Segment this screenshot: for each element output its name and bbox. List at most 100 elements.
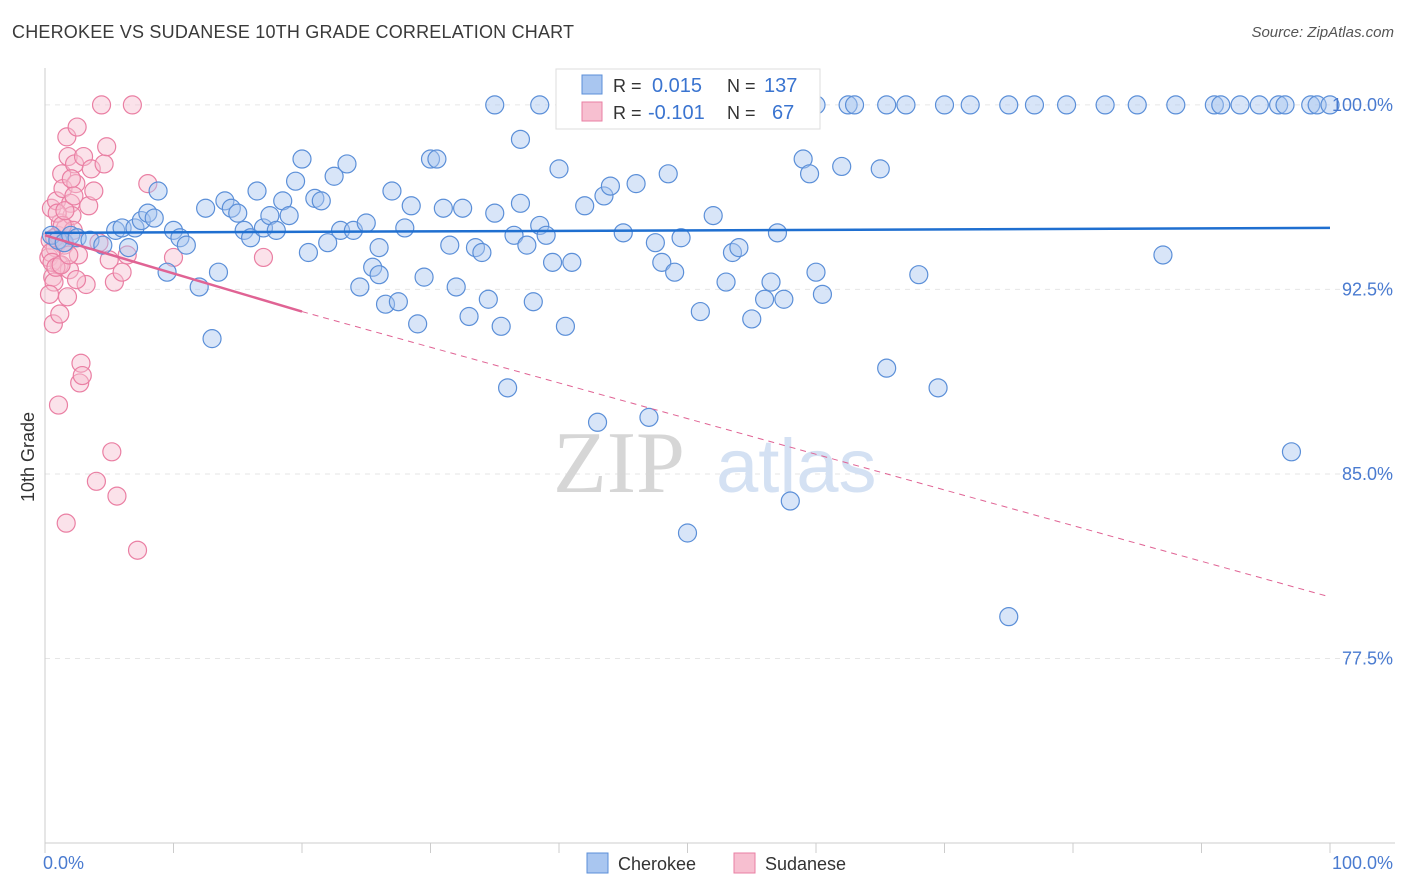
- cherokee-point-42: [337, 154, 357, 174]
- cherokee-point-71: [523, 292, 543, 312]
- cherokee-point-23: [215, 191, 235, 211]
- cherokee-point-137: [1024, 95, 1045, 115]
- cherokee-point-47: [369, 265, 389, 285]
- trend-lines: [44, 226, 1331, 598]
- cherokee-point-93: [716, 272, 736, 292]
- cherokee-point-109: [909, 265, 929, 285]
- sudanese-point-26: [72, 365, 92, 386]
- cherokee-point-113: [1281, 442, 1302, 462]
- sudanese-point-32: [86, 471, 107, 491]
- y-tick-label-0: 100.0%: [1332, 95, 1393, 115]
- cherokee-point-12: [138, 203, 158, 223]
- cherokee-point-139: [1127, 95, 1147, 115]
- y-axis-title: 10th Grade: [18, 412, 38, 502]
- cherokee-point-70: [517, 235, 537, 255]
- tick-labels: 100.0% 92.5% 85.0% 77.5% 0.0% 100.0%: [43, 95, 1393, 873]
- cherokee-point-39: [318, 233, 338, 253]
- sudanese-point-48: [39, 284, 60, 304]
- sudanese-point-65: [64, 186, 84, 206]
- sudanese-point-60: [55, 201, 75, 221]
- cherokee-point-145: [1320, 95, 1340, 115]
- cherokee-point-99: [767, 223, 788, 243]
- sudanese-point-41: [112, 262, 132, 282]
- source-note: Source: ZipAtlas.com: [1251, 24, 1394, 41]
- sudanese-point-62: [57, 287, 78, 307]
- cherokee-point-13: [144, 208, 164, 228]
- legend-swatch-sudanese: [581, 101, 603, 122]
- cherokee-point-59: [446, 277, 466, 297]
- cherokee-point-22: [208, 262, 229, 282]
- sudanese-point-57: [51, 255, 71, 275]
- cherokee-point-34: [285, 171, 306, 191]
- cherokee-point-136: [934, 95, 955, 115]
- legend-r-value-cherokee: 0.015: [652, 75, 702, 97]
- cherokee-point-95: [729, 238, 749, 258]
- sudanese-point-10: [52, 164, 72, 184]
- cherokee-point-67: [498, 378, 518, 398]
- sudanese-point-31: [84, 181, 104, 201]
- cherokee-point-119: [838, 95, 858, 115]
- legend-n-value-cherokee: 137: [764, 75, 797, 97]
- cherokee-point-107: [870, 159, 890, 179]
- cherokee-point-123: [999, 95, 1019, 115]
- cherokee-point-21: [202, 329, 222, 349]
- cherokee-point-31: [266, 220, 286, 240]
- cherokee-point-74: [542, 252, 563, 272]
- cherokee-point-138: [1056, 95, 1077, 115]
- cherokee-point-45: [356, 213, 376, 233]
- cherokee-point-53: [408, 314, 428, 334]
- cherokee-point-66: [491, 316, 511, 336]
- cherokee-point-90: [677, 523, 698, 543]
- cherokee-point-140: [1166, 95, 1186, 115]
- cherokee-point-50: [388, 292, 408, 312]
- cherokee-point-84: [639, 407, 659, 427]
- cherokee-point-14: [148, 181, 168, 201]
- cherokee-point-79: [587, 412, 608, 432]
- cherokee-point-49: [382, 181, 402, 201]
- legend-r-value-sudanese: -0.101: [648, 102, 705, 124]
- cherokee-point-60: [453, 198, 473, 218]
- cherokee-point-35: [292, 149, 312, 169]
- cherokee-point-101: [780, 491, 800, 511]
- grid-lines: [45, 104, 1395, 659]
- cherokee-point-112: [1153, 245, 1173, 265]
- cherokee-point-104: [806, 262, 826, 282]
- y-tick-label-1: 92.5%: [1342, 279, 1393, 299]
- cherokee-point-77: [562, 252, 582, 272]
- cherokee-point-57: [433, 198, 453, 218]
- axes: [44, 68, 1395, 853]
- sudanese-point-38: [102, 442, 122, 462]
- cherokee-point-6: [93, 235, 113, 255]
- sudanese-point-39: [104, 272, 124, 292]
- cherokee-point-120: [877, 95, 897, 115]
- sudanese-point-4: [44, 272, 64, 292]
- cherokee-point-88: [665, 262, 685, 282]
- series-name-sudanese: Sudanese: [765, 854, 846, 874]
- cherokee-point-129: [510, 129, 531, 149]
- cherokee-point-26: [234, 220, 254, 240]
- cherokee-point-46: [363, 257, 383, 277]
- x-tick-label-1: 100.0%: [1332, 853, 1393, 873]
- cherokee-point-97: [754, 289, 775, 309]
- sudanese-point-14: [57, 127, 77, 147]
- cherokee-point-135: [844, 95, 865, 115]
- cherokee-point-55: [420, 149, 441, 169]
- cherokee-point-89: [671, 228, 691, 248]
- sudanese-point-24: [70, 373, 90, 393]
- legend-n-label-sudanese: N =: [727, 103, 756, 123]
- sudanese-point-36: [97, 137, 117, 157]
- sudanese-point-30: [81, 159, 101, 179]
- chart-title: CHEROKEE VS SUDANESE 10TH GRADE CORRELAT…: [12, 22, 575, 42]
- cherokee-point-81: [600, 176, 621, 196]
- cherokee-point-9: [118, 238, 139, 258]
- cherokee-point-18: [176, 235, 196, 255]
- cherokee-point-100: [774, 289, 794, 309]
- cherokee-point-58: [440, 235, 460, 255]
- cherokee-point-146: [369, 238, 389, 258]
- sudanese-point-43: [122, 95, 142, 115]
- sudanese-point-56: [50, 304, 70, 324]
- sudanese-point-61: [56, 513, 76, 533]
- y-tick-label-3: 77.5%: [1342, 648, 1393, 668]
- sudanese-point-54: [47, 203, 67, 223]
